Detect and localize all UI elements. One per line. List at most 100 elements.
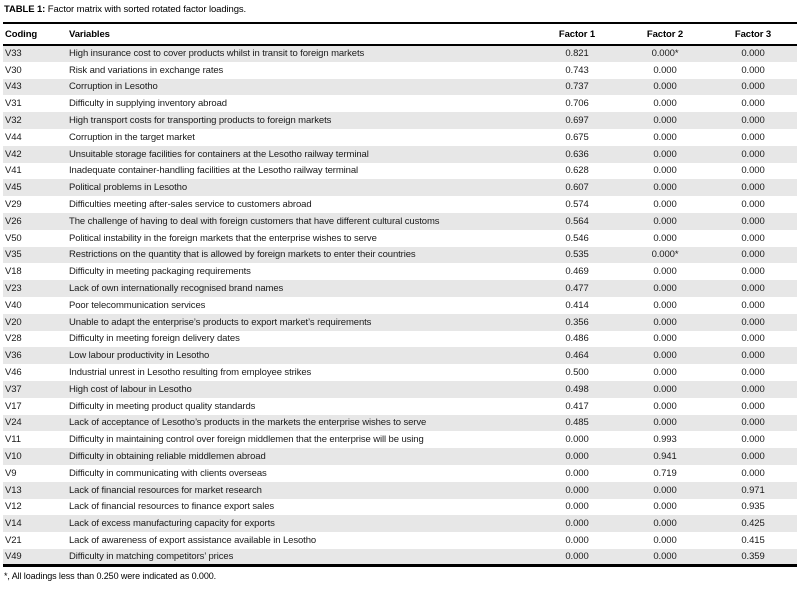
cell-factor3: 0.000 xyxy=(741,400,765,412)
cell-factor1: 0.000 xyxy=(565,434,589,446)
cell-factor2: 0.000 xyxy=(653,131,677,143)
cell-coding: V24 xyxy=(5,417,22,429)
cell-factor2: 0.000 xyxy=(653,64,677,76)
column-header-factor2: Factor 2 xyxy=(621,23,709,46)
table-row: V10 Difficulty in obtaining reliable mid… xyxy=(3,448,797,465)
table-row: V9 Difficulty in communicating with clie… xyxy=(3,465,797,482)
table-row: V29 Difficulties meeting after-sales ser… xyxy=(3,196,797,213)
cell-factor2: 0.000 xyxy=(653,535,677,546)
column-header-factor1: Factor 1 xyxy=(533,23,621,46)
cell-factor2: 0.000 xyxy=(653,367,677,379)
cell-coding: V30 xyxy=(5,64,22,76)
cell-factor1: 0.636 xyxy=(565,148,589,160)
cell-coding: V9 xyxy=(5,467,17,479)
cell-factor1: 0.469 xyxy=(565,266,589,278)
cell-variable: Difficulty in meeting foreign delivery d… xyxy=(69,333,240,345)
cell-variable: Difficulty in maintaining control over f… xyxy=(69,434,424,446)
cell-factor1: 0.535 xyxy=(565,249,589,261)
cell-factor3: 0.000 xyxy=(741,367,765,379)
cell-factor3: 0.000 xyxy=(741,131,765,143)
cell-factor2: 0.000 xyxy=(653,350,677,362)
table-row: V35 Restrictions on the quantity that is… xyxy=(3,246,797,264)
cell-factor2: 0.000 xyxy=(653,182,677,194)
cell-variable: Lack of financial resources for market r… xyxy=(69,484,262,496)
cell-coding: V23 xyxy=(5,283,22,295)
cell-variable: Corruption in the target market xyxy=(69,131,195,143)
cell-coding: V43 xyxy=(5,81,22,93)
cell-coding: V49 xyxy=(5,551,22,563)
table-row: V23 Lack of own internationally recognis… xyxy=(3,280,797,297)
table-row: V13 Lack of financial resources for mark… xyxy=(3,481,797,499)
table-row: V45 Political problems in Lesotho 0.607 … xyxy=(3,179,797,197)
cell-variable: Difficulties meeting after-sales service… xyxy=(69,199,312,211)
cell-variable: Lack of financial resources to finance e… xyxy=(69,501,275,513)
cell-variable: Political problems in Lesotho xyxy=(69,182,188,194)
cell-factor3: 0.000 xyxy=(741,417,765,429)
cell-coding: V26 xyxy=(5,215,22,227)
table-row: V30 Risk and variations in exchange rate… xyxy=(3,62,797,79)
cell-factor3: 0.415 xyxy=(741,535,765,546)
cell-coding: V41 xyxy=(5,165,22,177)
cell-coding: V20 xyxy=(5,316,22,328)
cell-factor3: 0.000 xyxy=(741,299,765,311)
cell-factor2: 0.000 xyxy=(653,501,677,513)
cell-coding: V36 xyxy=(5,350,22,362)
table-caption: TABLE 1: Factor matrix with sorted rotat… xyxy=(4,4,796,16)
table-row: V20 Unable to adapt the enterprise’s pro… xyxy=(3,313,797,331)
cell-variable: Political instability in the foreign mar… xyxy=(69,232,377,244)
cell-coding: V32 xyxy=(5,115,22,127)
cell-factor1: 0.414 xyxy=(565,299,589,311)
cell-variable: The challenge of having to deal with for… xyxy=(69,215,440,227)
cell-factor3: 0.000 xyxy=(741,434,765,446)
table-footnote: *, All loadings less than 0.250 were ind… xyxy=(4,571,217,582)
cell-factor1: 0.485 xyxy=(565,417,589,429)
cell-coding: V13 xyxy=(5,484,22,496)
cell-coding: V45 xyxy=(5,182,22,194)
cell-factor3: 0.000 xyxy=(741,266,765,278)
table-row: V24 Lack of acceptance of Lesotho’s prod… xyxy=(3,414,797,432)
cell-factor1: 0.000 xyxy=(565,535,589,546)
cell-coding: V18 xyxy=(5,266,22,278)
cell-factor1: 0.417 xyxy=(565,400,589,412)
cell-factor3: 0.935 xyxy=(741,501,765,513)
cell-variable: Difficulty in communicating with clients… xyxy=(69,467,267,479)
factor-loadings-table: Coding Variables Factor 1 Factor 2 Facto… xyxy=(3,22,797,568)
cell-factor2: 0.000 xyxy=(653,383,677,395)
cell-variable: High cost of labour in Lesotho xyxy=(69,383,192,395)
cell-factor1: 0.356 xyxy=(565,316,589,328)
table-row: V44 Corruption in the target market 0.67… xyxy=(3,129,797,146)
cell-variable: Unsuitable storage facilities for contai… xyxy=(69,148,369,160)
cell-coding: V11 xyxy=(5,434,21,446)
cell-coding: V17 xyxy=(5,400,22,412)
cell-factor2: 0.000 xyxy=(653,518,677,530)
cell-factor3: 0.000 xyxy=(741,451,765,463)
cell-factor1: 0.000 xyxy=(565,484,589,496)
cell-coding: V42 xyxy=(5,148,22,160)
table-row: V28 Difficulty in meeting foreign delive… xyxy=(3,331,797,348)
table-row: V17 Difficulty in meeting product qualit… xyxy=(3,398,797,415)
cell-factor1: 0.546 xyxy=(565,232,589,244)
cell-variable: Lack of own internationally recognised b… xyxy=(69,283,284,295)
cell-factor3: 0.000 xyxy=(741,232,765,244)
table-row: V49 Difficulty in matching competitors’ … xyxy=(3,548,797,566)
cell-coding: V29 xyxy=(5,199,22,211)
cell-variable: High insurance cost to cover products wh… xyxy=(69,48,365,60)
column-header-coding: Coding xyxy=(3,23,67,46)
cell-factor1: 0.697 xyxy=(565,115,589,127)
cell-factor3: 0.000 xyxy=(741,115,765,127)
cell-coding: V44 xyxy=(5,131,22,143)
cell-factor2: 0.000 xyxy=(653,98,677,110)
cell-coding: V10 xyxy=(5,451,22,463)
cell-variable: Difficulty in meeting packaging requirem… xyxy=(69,266,251,278)
cell-variable: Corruption in Lesotho xyxy=(69,81,158,93)
table-header: Coding Variables Factor 1 Factor 2 Facto… xyxy=(3,23,797,46)
table-row: V31 Difficulty in supplying inventory ab… xyxy=(3,95,797,112)
table-row: V50 Political instability in the foreign… xyxy=(3,230,797,247)
cell-factor2: 0.000 xyxy=(653,333,677,345)
cell-factor3: 0.000 xyxy=(741,283,765,295)
table-row: V12 Lack of financial resources to finan… xyxy=(3,499,797,516)
cell-factor3: 0.000 xyxy=(741,148,765,160)
table-row: V18 Difficulty in meeting packaging requ… xyxy=(3,263,797,280)
column-header-factor3: Factor 3 xyxy=(709,23,797,46)
cell-factor2: 0.000 xyxy=(653,232,677,244)
